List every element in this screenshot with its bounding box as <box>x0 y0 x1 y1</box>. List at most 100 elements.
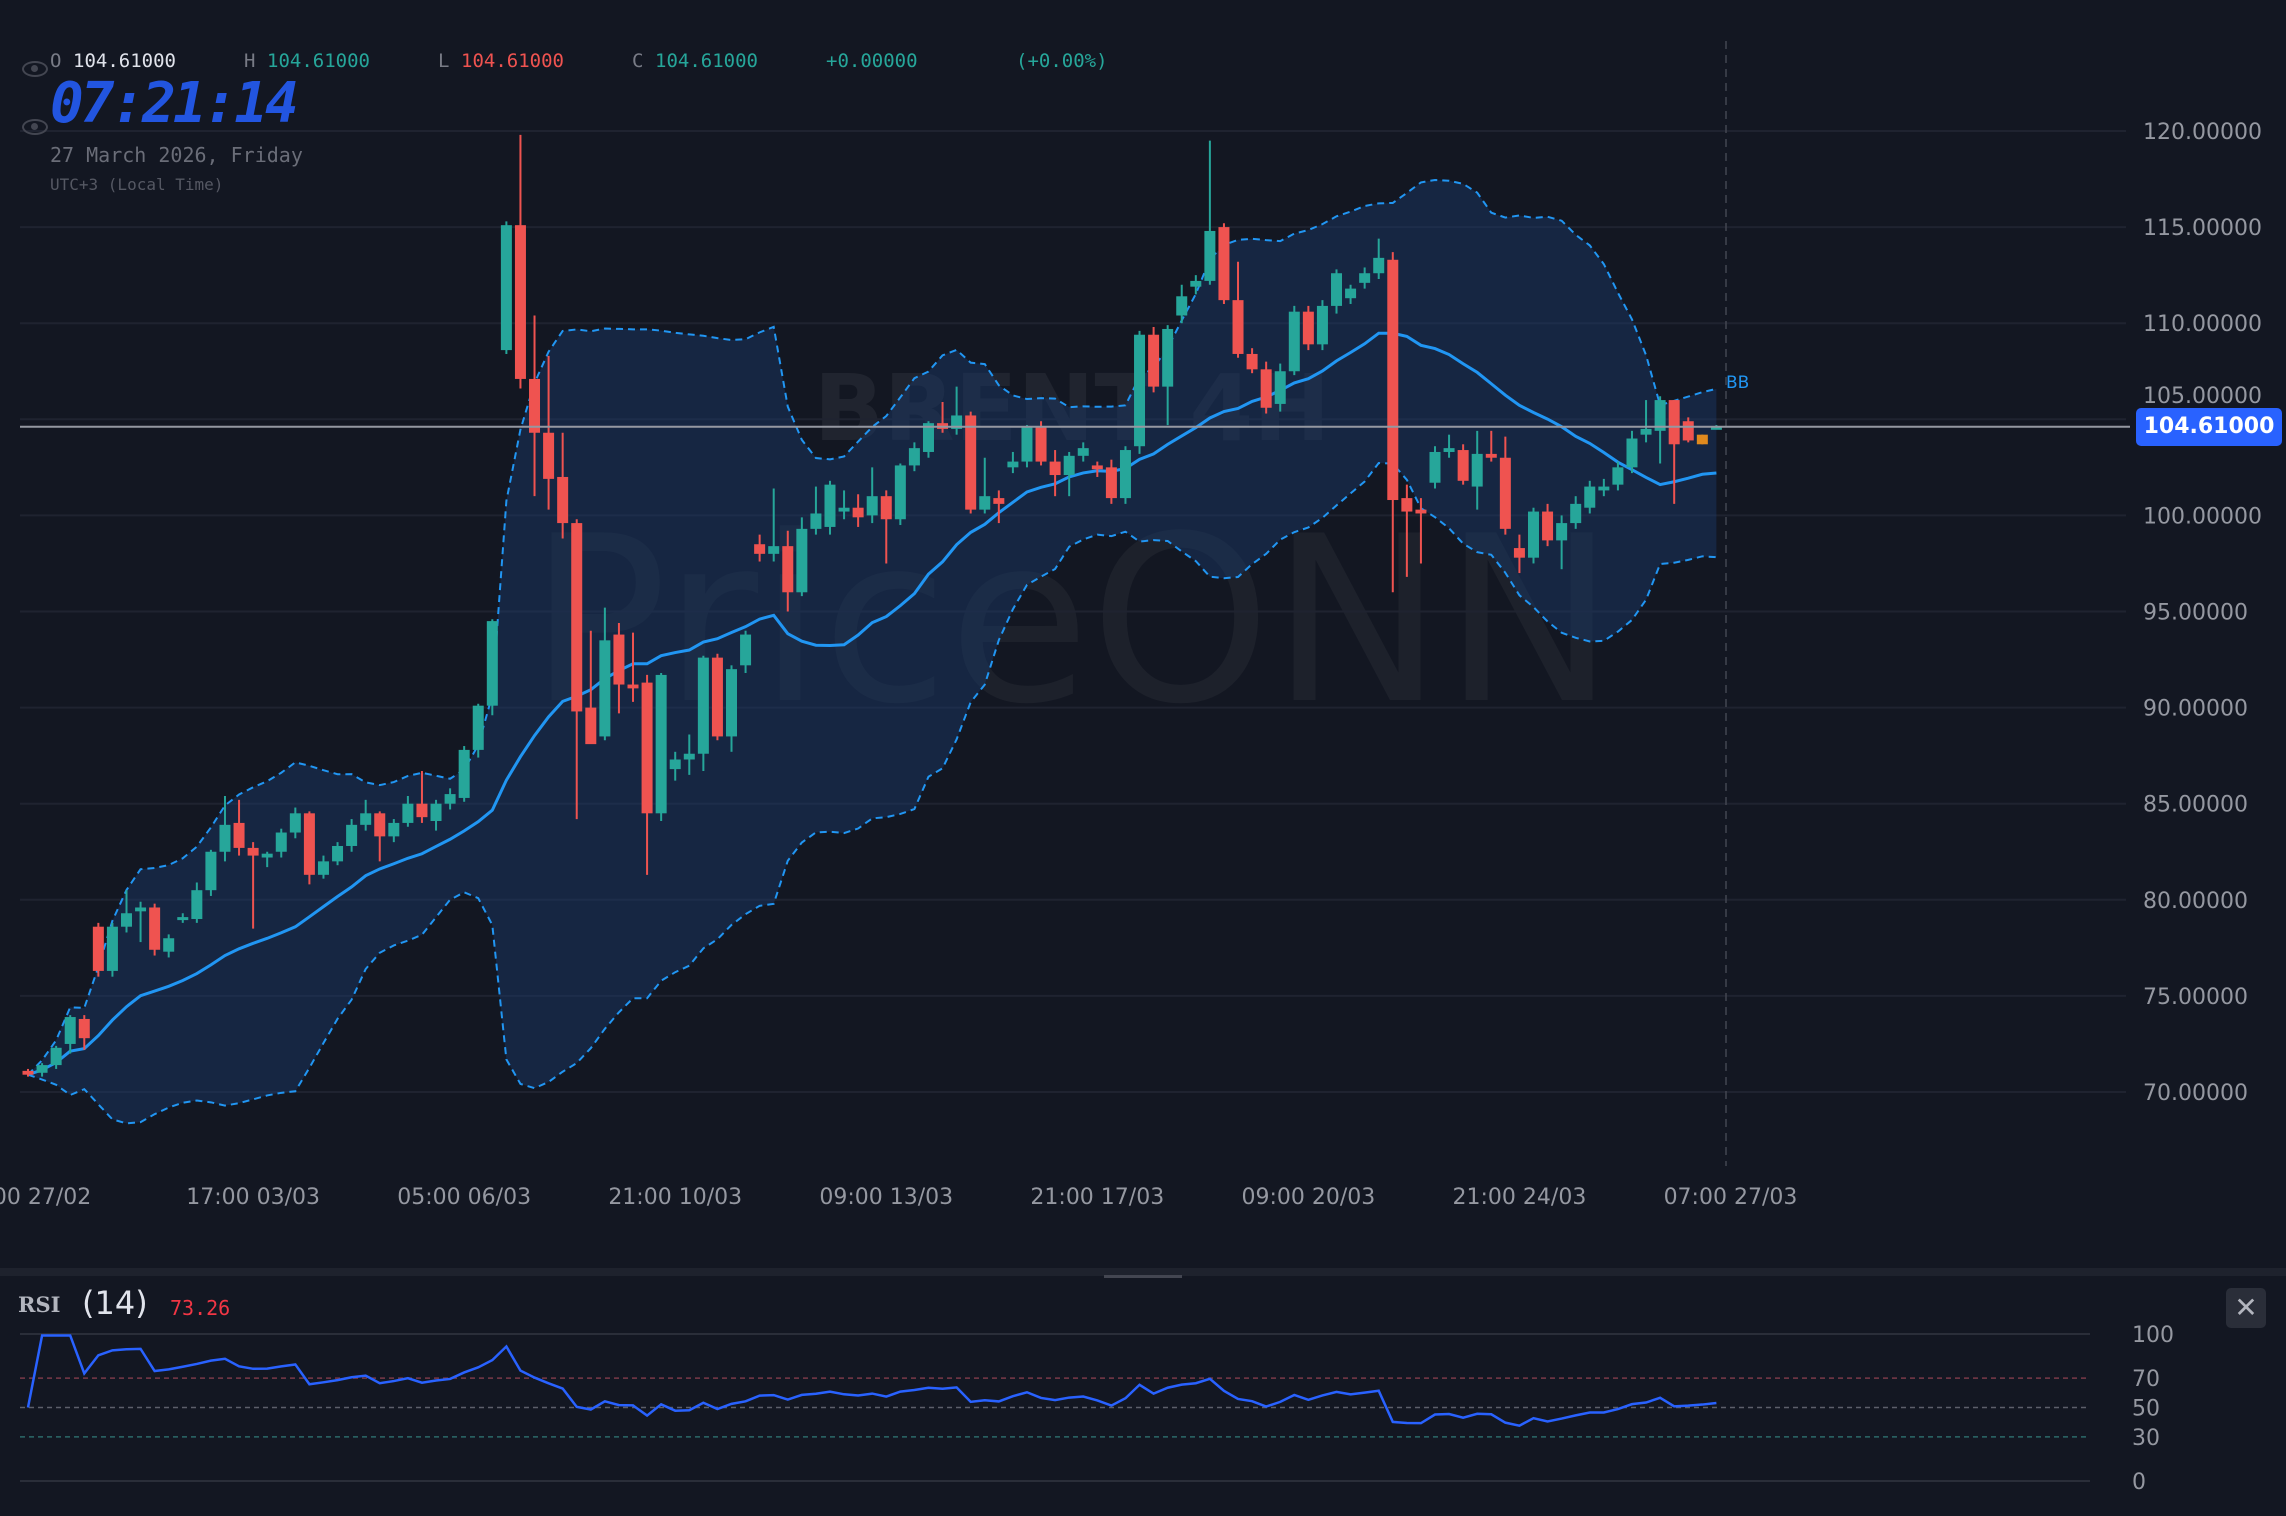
price-tick-label: 115.00000 <box>2143 216 2262 241</box>
candle-body <box>599 640 611 737</box>
candle-body <box>852 507 864 518</box>
candle-body <box>810 513 822 529</box>
candle-body <box>247 847 259 856</box>
candle-body <box>1387 259 1399 501</box>
candle-body <box>163 938 175 952</box>
candle-body <box>233 822 245 848</box>
candle-body <box>1542 511 1554 541</box>
bb-middle-band <box>27 331 1717 1077</box>
candle-body <box>669 759 681 770</box>
candle-body <box>1682 421 1694 441</box>
candle-body <box>951 415 963 429</box>
candle-body <box>1063 455 1075 476</box>
candle-body <box>275 832 287 852</box>
candle-body <box>388 822 400 837</box>
candle-body <box>22 1070 34 1075</box>
price-axis[interactable]: 120.00000 115.00000 110.00000 105.00000 100.… <box>2143 120 2262 1106</box>
candle-body <box>1710 426 1722 430</box>
pane-resize-handle[interactable] <box>1104 1275 1182 1278</box>
candle-body <box>796 528 808 593</box>
candle-body <box>472 705 484 750</box>
candle-body <box>444 794 456 804</box>
time-tick-label: 17:00 03/03 <box>186 1185 320 1210</box>
candle-body <box>866 496 878 516</box>
eye-icon[interactable] <box>22 119 48 135</box>
candle-body <box>303 813 315 875</box>
candle-body <box>1570 503 1582 524</box>
candle-body <box>1359 273 1371 283</box>
rsi-tick-label: 100 <box>2132 1323 2174 1348</box>
time-tick-label: 21:00 10/03 <box>608 1185 742 1210</box>
watermark-symbol: BRENT 4H <box>814 355 1331 462</box>
candle-body <box>1471 453 1483 487</box>
candle-body <box>1218 227 1230 301</box>
rsi-period: (14) <box>82 1284 148 1322</box>
close-rsi-button[interactable]: ✕ <box>2226 1288 2266 1328</box>
candle-body <box>1556 523 1568 541</box>
candle-body <box>78 1018 90 1039</box>
candle-body <box>1429 451 1441 483</box>
candle-body <box>1640 428 1652 435</box>
candle-body <box>36 1065 48 1073</box>
time-axis[interactable]: 00 27/02 17:00 03/03 05:00 06/03 21:00 10/0… <box>0 1185 1797 1210</box>
candle-body <box>346 824 358 846</box>
candle-body <box>416 803 428 818</box>
candle-body <box>1091 465 1103 470</box>
candle-body <box>1499 457 1511 529</box>
time-tick-label: 21:00 17/03 <box>1030 1185 1164 1210</box>
candle-body <box>571 523 583 712</box>
candle-body <box>149 907 161 950</box>
candle-body <box>1260 369 1272 408</box>
rsi-tick-label: 0 <box>2132 1470 2146 1495</box>
candle-body <box>726 669 737 737</box>
bb-indicator-label[interactable]: BB <box>1726 373 1750 393</box>
candle-body <box>908 448 920 466</box>
time-tick-label: 09:00 20/03 <box>1241 1185 1375 1210</box>
candle-body <box>880 496 892 520</box>
candle-body <box>500 225 512 351</box>
rsi-tick-label: 30 <box>2132 1426 2160 1451</box>
candle-body <box>1316 305 1328 345</box>
candle-body <box>289 813 301 833</box>
candle-body <box>1162 328 1174 387</box>
candle-body <box>1007 461 1019 468</box>
clock: 07:21:14 <box>50 71 299 136</box>
price-tick-label: 80.00000 <box>2143 889 2248 914</box>
time-tick-label: 07:00 27/03 <box>1664 1185 1798 1210</box>
pane-separator[interactable] <box>0 1268 2286 1276</box>
candle-body <box>50 1047 62 1066</box>
candle-body <box>1077 448 1089 456</box>
price-tick-label: 105.00000 <box>2143 384 2262 409</box>
candle-body <box>1401 498 1413 512</box>
bb-lower-band <box>27 462 1717 1125</box>
candle-body <box>965 415 977 510</box>
candle-body <box>529 378 541 433</box>
low-value: 104.61000 <box>461 50 564 72</box>
candle-body <box>655 674 667 814</box>
low-label: L <box>438 50 450 72</box>
candle-body <box>1345 288 1357 299</box>
price-tick-label: 120.00000 <box>2143 120 2262 145</box>
candle-body <box>360 813 372 825</box>
candle-body <box>64 1017 76 1044</box>
candle-body <box>219 824 231 852</box>
candle-body <box>402 803 414 823</box>
candle-body <box>177 917 189 921</box>
candle-body <box>993 498 1005 504</box>
candle-body <box>191 890 203 920</box>
time-tick-label: 05:00 06/03 <box>397 1185 531 1210</box>
candle-body <box>683 753 695 760</box>
candle-body <box>1302 311 1314 345</box>
open-value: 104.61000 <box>73 50 176 72</box>
candle-body <box>1021 426 1033 462</box>
timezone-label: UTC+3 (Local Time) <box>50 175 224 194</box>
candle-body <box>754 544 766 554</box>
candle-body <box>1232 300 1244 354</box>
price-tick-label: 85.00000 <box>2143 793 2248 818</box>
eye-icon[interactable] <box>22 61 48 77</box>
candle-body <box>557 476 569 524</box>
rsi-line <box>26 1334 1717 1428</box>
candle-body <box>1443 448 1455 452</box>
candle-body <box>1105 467 1117 499</box>
